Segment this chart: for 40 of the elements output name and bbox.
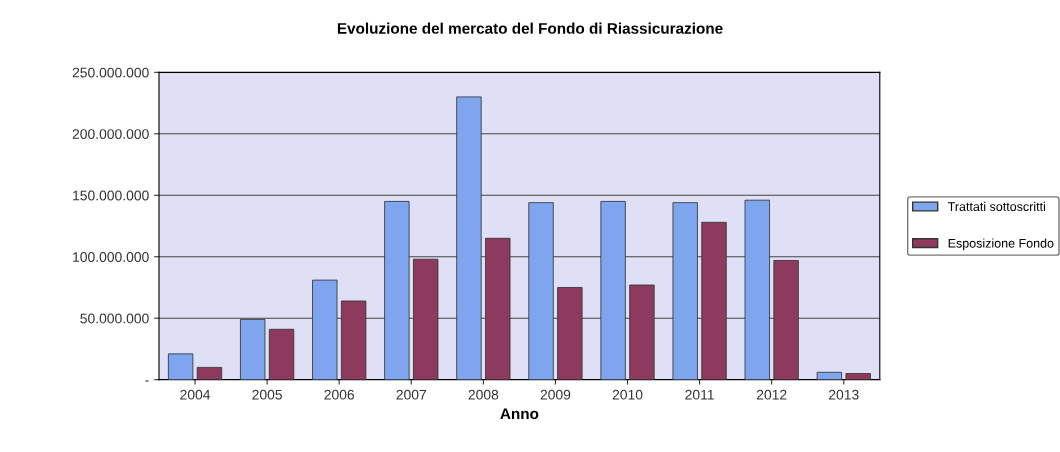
bar — [701, 221, 727, 380]
y-tick-label: 250.000.000 — [72, 67, 149, 78]
x-axis-title: Anno — [500, 408, 539, 420]
bar — [485, 237, 511, 380]
bar — [413, 258, 439, 380]
bar — [456, 96, 482, 380]
bar — [268, 328, 295, 380]
bar — [167, 353, 194, 380]
bar — [672, 202, 698, 380]
bar — [196, 366, 223, 380]
y-tick-label: - — [145, 380, 149, 382]
x-tick-label: 2010 — [612, 389, 643, 400]
bar — [240, 319, 266, 380]
bar — [629, 284, 655, 380]
legend-label: Esposizione Fondo — [948, 238, 1054, 251]
bar — [312, 279, 338, 380]
bar — [340, 300, 367, 380]
bar — [773, 260, 799, 380]
bar — [384, 200, 410, 380]
y-tick-label: 150.000.000 — [73, 190, 149, 201]
y-tick-label: 200.000.000 — [72, 129, 149, 139]
y-tick-label: 100.000.000 — [73, 252, 149, 262]
bar — [744, 199, 770, 380]
bar — [600, 200, 626, 380]
x-tick-label: 2012 — [756, 389, 787, 400]
bar — [845, 373, 871, 380]
x-tick-label: 2005 — [252, 389, 282, 400]
x-tick-label: 2009 — [540, 389, 571, 400]
x-tick-label: 2004 — [180, 389, 211, 400]
x-tick-label: 2008 — [468, 389, 499, 400]
x-tick-label: 2013 — [829, 389, 859, 400]
x-tick-label: 2007 — [396, 389, 427, 400]
bar — [816, 371, 843, 380]
y-tick-label: 50.000.000 — [80, 313, 149, 324]
legend-label: Trattati sottoscritti — [947, 201, 1045, 212]
chart-title: Evoluzione del mercato del Fondo di Riassicurazione — [337, 22, 723, 34]
bar — [528, 202, 554, 380]
x-tick-label: 2011 — [685, 389, 714, 400]
x-tick-label: 2006 — [324, 389, 355, 400]
bar — [557, 287, 583, 380]
